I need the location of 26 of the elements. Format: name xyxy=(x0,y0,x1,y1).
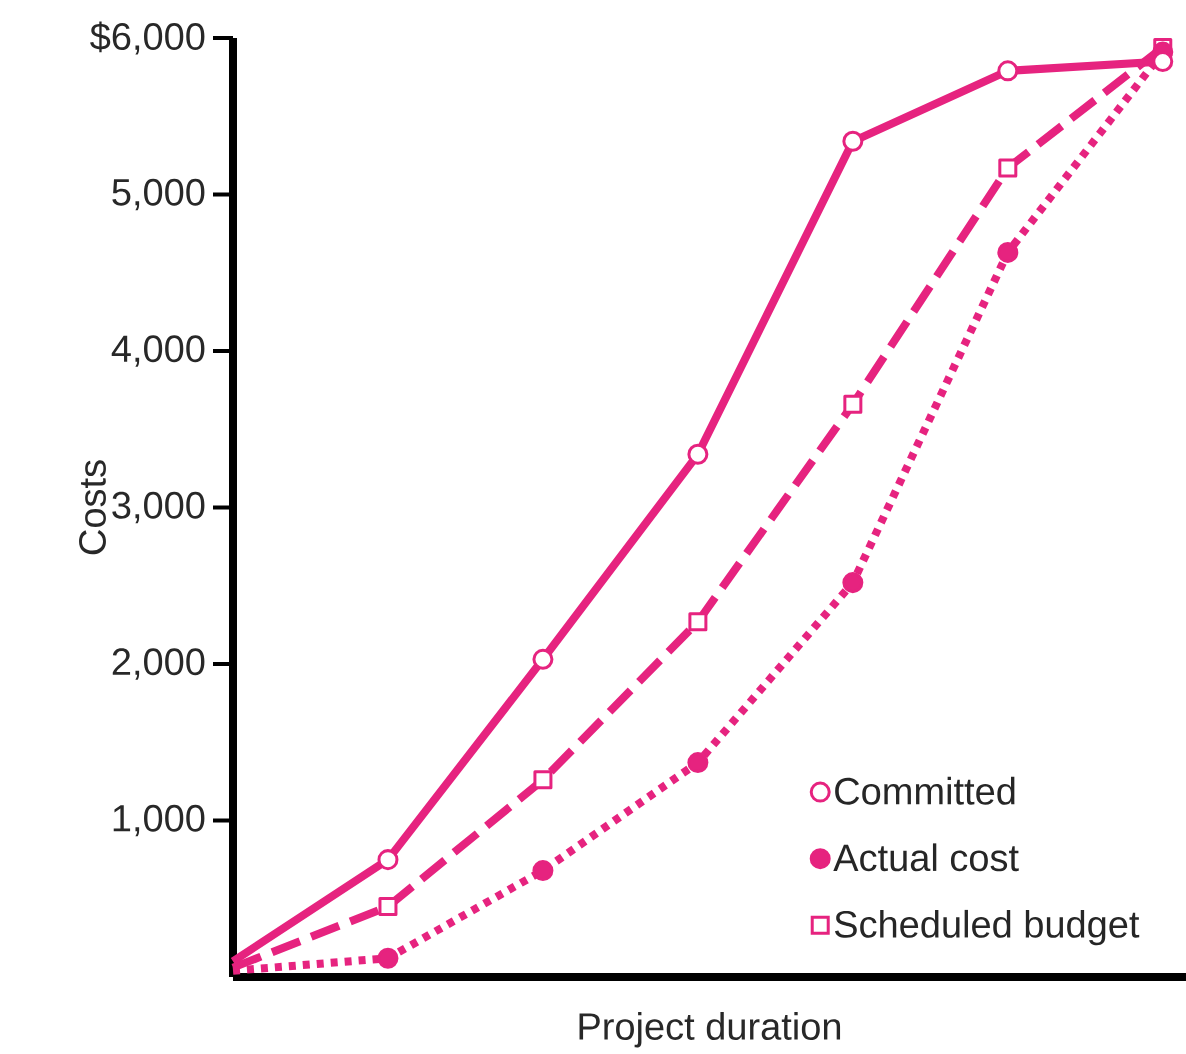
point xyxy=(998,158,1018,178)
point xyxy=(997,60,1019,82)
point xyxy=(533,770,553,790)
point xyxy=(688,612,708,632)
y-tick-label: 3,000 xyxy=(112,491,205,524)
point xyxy=(532,648,554,670)
legend-label: Committed xyxy=(835,776,1015,805)
y-tick-label: 5,000 xyxy=(112,178,205,211)
point xyxy=(378,897,398,917)
y-tick-label: 2,000 xyxy=(112,648,205,680)
point xyxy=(687,752,709,774)
point xyxy=(532,860,554,882)
point xyxy=(842,572,864,594)
point xyxy=(687,443,709,465)
legend-label: Actual cost xyxy=(833,843,1019,872)
point xyxy=(377,849,399,871)
point xyxy=(377,947,399,969)
point xyxy=(997,241,1019,263)
y-tick-label: $6,000 xyxy=(90,21,205,55)
point xyxy=(843,394,863,414)
y-axis-title: Costs xyxy=(79,460,106,555)
point xyxy=(842,130,864,152)
y-tick-label: 4,000 xyxy=(111,335,205,367)
x-axis-title: Project duration xyxy=(579,1012,841,1048)
legend-label: Scheduled budget xyxy=(834,909,1140,946)
y-tick-label: 1,000 xyxy=(113,804,205,837)
